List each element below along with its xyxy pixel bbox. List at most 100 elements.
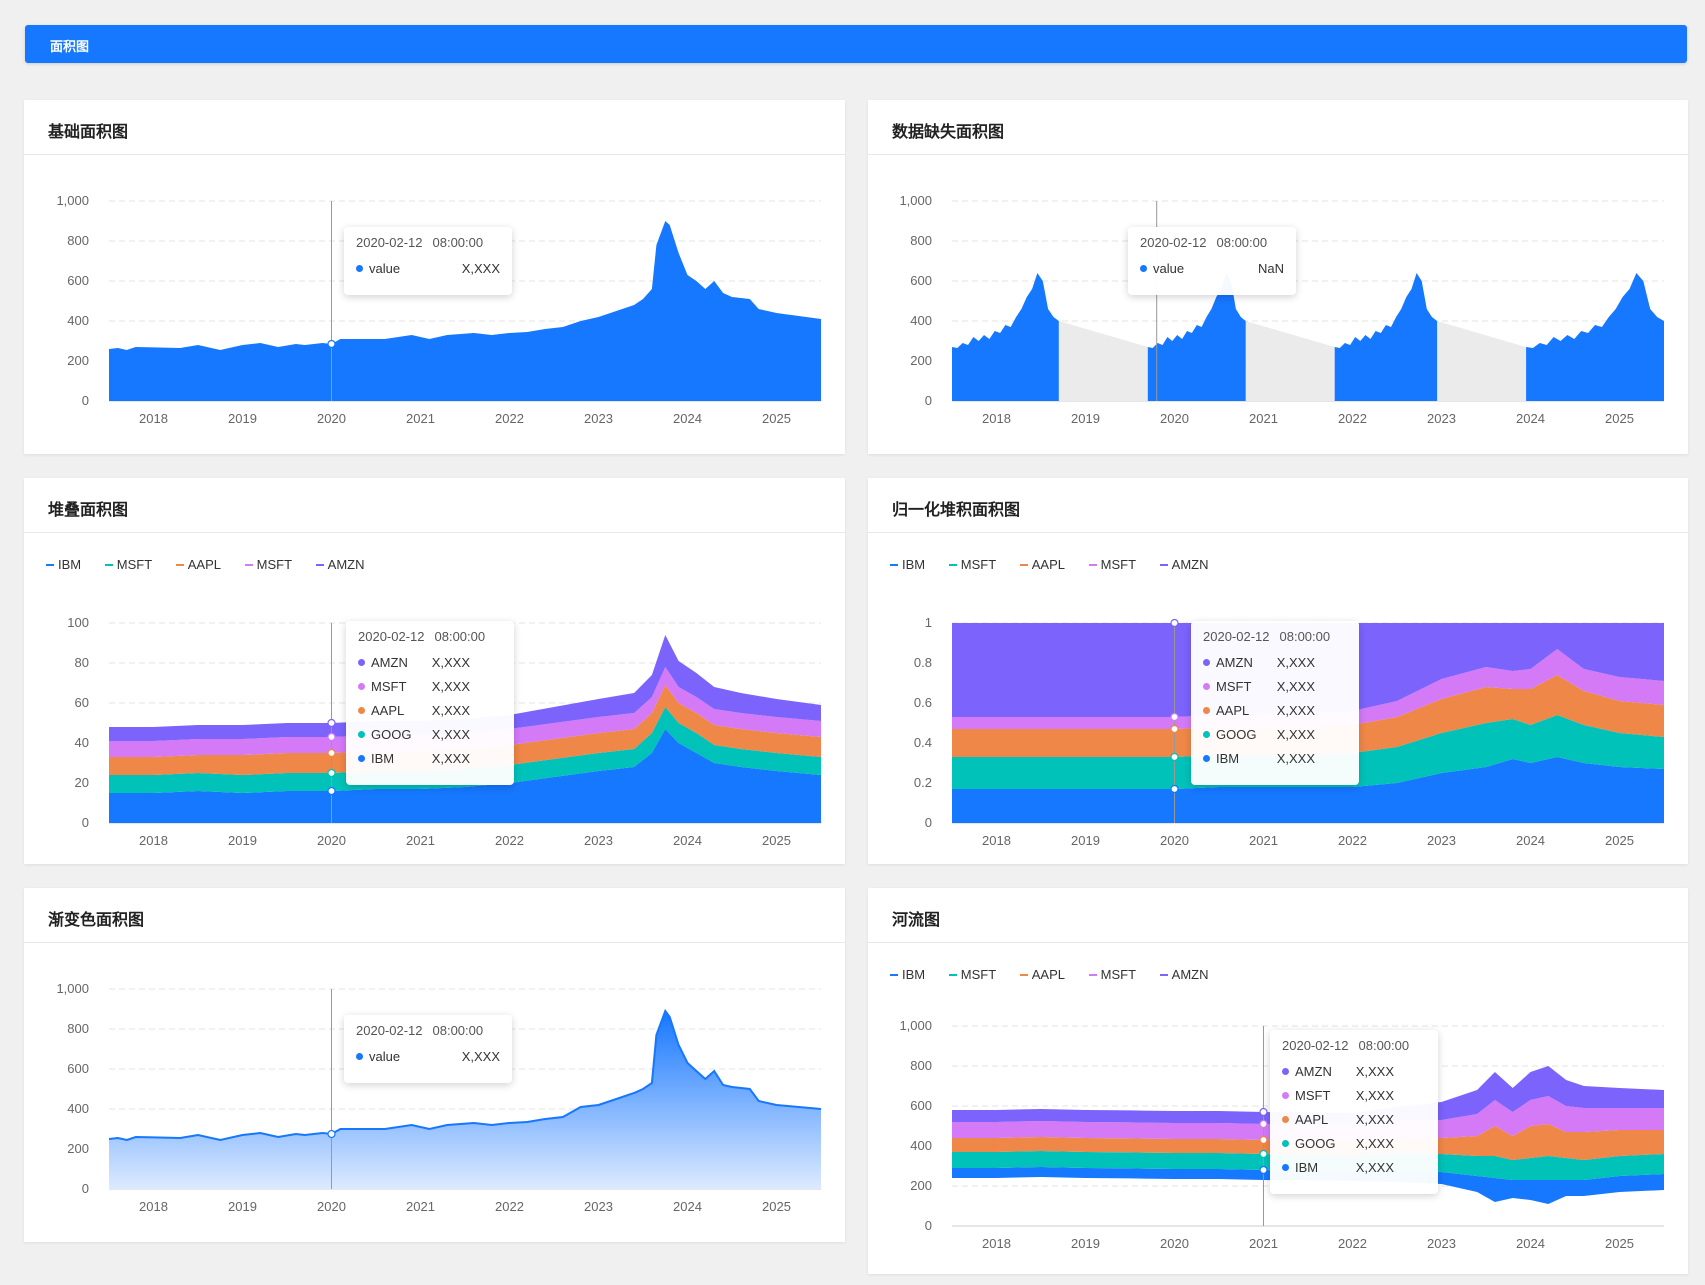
legend-item[interactable]: AAPL	[175, 557, 221, 572]
x-tick-label: 2021	[406, 833, 435, 848]
norm-area-msft	[952, 649, 1664, 729]
stream-area-ibm	[952, 1167, 1664, 1204]
basic-area-chart[interactable]: 0 200 400 600 800 1,000 2018 2019 2020 2021 2022 20…	[24, 156, 845, 454]
chart-tooltip: 2020-02-12 08:00:00 AMZN X,XXX MSFT X,XXX A…	[1270, 1030, 1438, 1194]
x-tick-label: 2020	[317, 1199, 346, 1214]
series-dot-icon	[1140, 265, 1147, 273]
chart-legend[interactable]: IBM MSFT AAPL MSFT AMZN	[46, 557, 385, 573]
missing-data-area-chart[interactable]: 0 200 400 600 800 1,000 2018 2019 2020 2021 2022 20…	[868, 156, 1688, 454]
hover-point	[327, 718, 336, 728]
legend-item[interactable]: MSFT	[244, 557, 292, 572]
x-tick-label: 2020	[1160, 411, 1189, 426]
x-tick-label: 2023	[584, 411, 613, 426]
y-tick-label: 200	[910, 1178, 932, 1193]
x-tick-label: 2023	[1427, 1236, 1456, 1251]
norm-area-ibm	[952, 757, 1664, 823]
x-tick-label: 2025	[1605, 833, 1634, 848]
tooltip-time: 2020-02-12 08:00:00	[1140, 235, 1268, 250]
gradient-area-chart[interactable]: 0 200 400 600 800 1,000 2018 2019 2020 2021 2022 20…	[24, 944, 845, 1242]
y-tick-label: 0.8	[914, 655, 932, 670]
series-dot-icon	[1282, 1092, 1289, 1100]
x-tick-label: 2022	[1338, 1236, 1367, 1251]
gradient-area-fill	[109, 1011, 821, 1189]
y-tick-label: 0	[82, 393, 89, 408]
y-tick-label: 800	[67, 233, 89, 248]
hover-point	[1170, 752, 1179, 762]
x-tick-label: 2023	[1427, 833, 1456, 848]
tooltip-row: AMZN X,XXX	[358, 651, 502, 675]
x-tick-label: 2018	[982, 833, 1011, 848]
card-title: 堆叠面积图	[48, 502, 129, 519]
card-title: 归一化堆积面积图	[892, 502, 1021, 519]
legend-line-icon	[1159, 973, 1168, 976]
x-tick-label: 2023	[584, 1199, 613, 1214]
legend-item[interactable]: MSFT	[948, 557, 996, 572]
legend-item[interactable]: IBM	[890, 967, 925, 982]
legend-line-icon	[46, 563, 54, 566]
x-tick-label: 2024	[1516, 833, 1545, 848]
x-tick-label: 2020	[1160, 833, 1189, 848]
hover-point	[1170, 618, 1179, 628]
y-tick-label: 100	[67, 615, 89, 630]
x-tick-label: 2024	[673, 1199, 702, 1214]
chart-legend[interactable]: IBM MSFT AAPL MSFT AMZN	[890, 557, 1229, 573]
legend-line-icon	[1159, 563, 1168, 566]
chart-tooltip: 2020-02-12 08:00:00 value X,XXX	[344, 1015, 512, 1083]
chart-card-missing: 数据缺失面积图 0 200 400 600 800 1,000 2018 2019 2020 20…	[868, 100, 1688, 454]
page-header-title: 面积图	[50, 39, 90, 54]
legend-item[interactable]: AMZN	[1159, 967, 1209, 982]
legend-item[interactable]: MSFT	[1088, 557, 1136, 572]
tooltip-row: MSFT X,XXX	[358, 675, 502, 699]
series-dot-icon	[1203, 731, 1210, 739]
x-tick-label: 2018	[982, 1236, 1011, 1251]
series-dot-icon	[358, 731, 365, 739]
hover-point	[327, 339, 336, 349]
y-tick-label: 1	[925, 615, 932, 630]
x-tick-label: 2022	[495, 833, 524, 848]
chart-legend[interactable]: IBM MSFT AAPL MSFT AMZN	[890, 967, 1229, 983]
y-tick-label: 1,000	[56, 193, 89, 208]
x-tick-label: 2018	[139, 833, 168, 848]
x-tick-label: 2024	[1516, 411, 1545, 426]
y-tick-label: 0	[925, 1218, 932, 1233]
tooltip-row: AAPL X,XXX	[1282, 1108, 1426, 1132]
x-tick-label: 2020	[317, 833, 346, 848]
x-tick-label: 2019	[228, 1199, 257, 1214]
x-tick-label: 2025	[762, 411, 791, 426]
hover-point	[327, 768, 336, 778]
hover-point	[1170, 724, 1179, 734]
legend-item[interactable]: AMZN	[315, 557, 365, 572]
card-header: 数据缺失面积图	[868, 100, 1688, 155]
legend-item[interactable]: AAPL	[1019, 967, 1065, 982]
x-tick-label: 2025	[1605, 411, 1634, 426]
x-tick-label: 2019	[228, 833, 257, 848]
tooltip-row: value X,XXX	[356, 257, 500, 281]
series-dot-icon	[1282, 1068, 1289, 1076]
legend-line-icon	[1088, 973, 1097, 976]
hover-point	[1259, 1165, 1268, 1175]
y-tick-label: 0.2	[914, 775, 932, 790]
chart-tooltip: 2020-02-12 08:00:00 AMZN X,XXX MSFT X,XXX A…	[346, 621, 514, 785]
stack-area-ibm	[109, 729, 821, 823]
legend-item[interactable]: MSFT	[104, 557, 152, 572]
hover-point	[1259, 1135, 1268, 1145]
y-tick-label: 0	[82, 815, 89, 830]
legend-line-icon	[1019, 973, 1028, 976]
legend-item[interactable]: AAPL	[1019, 557, 1065, 572]
x-tick-label: 2019	[1071, 833, 1100, 848]
missing-data-gap	[1437, 321, 1527, 401]
legend-item[interactable]: IBM	[46, 557, 81, 572]
hover-point	[327, 748, 336, 758]
legend-item[interactable]: AMZN	[1159, 557, 1209, 572]
chart-card-percent: 归一化堆积面积图 IBM MSFT AAPL MSFT AMZN 0 0.2 0.4…	[868, 478, 1688, 864]
chart-card-stream: 河流图 IBM MSFT AAPL MSFT AMZN 0 200 400 600 80…	[868, 888, 1688, 1274]
y-tick-label: 800	[910, 233, 932, 248]
chart-card-gradient: 渐变色面积图 0 200 400 600 800 1,000 2018 2019 2020 202…	[24, 888, 845, 1242]
x-tick-label: 2021	[1249, 833, 1278, 848]
legend-item[interactable]: MSFT	[1088, 967, 1136, 982]
x-tick-label: 2018	[139, 411, 168, 426]
tooltip-row: value X,XXX	[356, 1045, 500, 1069]
legend-item[interactable]: IBM	[890, 557, 925, 572]
legend-item[interactable]: MSFT	[948, 967, 996, 982]
y-tick-label: 1,000	[899, 1018, 932, 1033]
